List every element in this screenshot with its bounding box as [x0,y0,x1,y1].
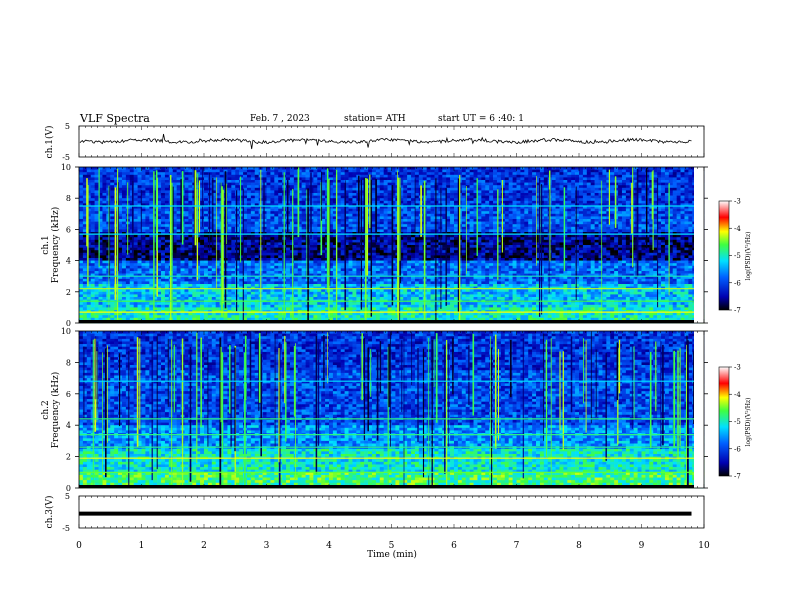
ch2-colorbar-tick: -4 [734,391,741,399]
date-label: Feb. 7 , 2023 [250,114,310,124]
ch3-ytick-top: 5 [65,492,70,501]
x-tick-label: 6 [451,541,457,551]
ch1-spectrogram-panel: 0 2 4 6 8 10 ch.1 Frequency (kHz) [41,163,708,328]
x-tick-label: 8 [576,541,582,551]
time-axis: 0 1 2 3 4 5 6 7 8 9 10 [76,126,710,551]
ch2-spectrogram-panel: 0 2 4 6 8 10 ch.2 Frequency (kHz) [41,327,708,493]
ch1-ylabel-frequency: Frequency (kHz) [50,207,61,284]
ch3-ylabel: ch.3(V) [44,496,55,529]
ch1-freq-ytick-label: 2 [66,288,71,297]
ch1-waveform-panel: 5 -5 ch.1(V) [44,122,705,162]
x-tick-label: 4 [326,541,332,551]
ch2-spectrogram-image [79,331,705,489]
ch2-colorbar-label: log(PSD)(V²/Hz) [745,398,752,447]
ch1-freq-ytick-label: 6 [66,225,71,234]
x-tick-label: 1 [139,541,145,551]
ch1-colorbar: -3 -4 -5 -6 -7 log(PSD)(V²/Hz) [718,198,752,315]
x-tick-label: 2 [201,541,207,551]
ch2-colorbar-tick: -6 [734,445,741,453]
ch2-freq-ytick-label: 6 [66,390,71,399]
station-label: station= ATH [344,114,406,124]
ch3-ytick-bottom: -5 [62,524,70,533]
ch1-ylabel-channel: ch.1 [41,235,51,254]
ch2-colorbar-tick: -7 [734,473,741,481]
ch2-freq-ytick-label: 10 [61,327,71,336]
ch1-ytick-bottom: -5 [62,153,70,162]
ch1-spectrogram-image [79,167,705,324]
ch1-colorbar-tick: -5 [734,252,741,260]
ch2-freq-ytick-label: 8 [66,358,71,367]
ch2-freq-ytick-label: 2 [66,453,71,462]
x-tick-label: 7 [514,541,520,551]
ch2-colorbar-tick: -5 [734,418,741,426]
ch2-freq-ytick-label: 0 [66,484,71,493]
ch2-colorbar-tick: -3 [734,364,741,372]
ch2-ylabel-channel: ch.2 [41,400,51,419]
ch1-freq-ytick-label: 8 [66,194,71,203]
ch1-trace [79,133,692,150]
ch1-colorbar-label: log(PSD)(V²/Hz) [745,232,752,281]
ch2-ylabel-frequency: Frequency (kHz) [50,372,61,449]
x-tick-label: 5 [389,541,395,551]
ch1-ylabel: ch.1(V) [44,126,55,159]
x-tick-label: 0 [76,541,82,551]
ch1-colorbar-tick: -4 [734,225,741,233]
start-time-label: start UT = 6 :40: 1 [438,114,524,124]
x-tick-label: 9 [639,541,645,551]
ch1-freq-ytick-label: 4 [66,257,71,266]
ch1-colorbar-tick: -7 [734,307,741,315]
ch1-colorbar-tick: -3 [734,198,741,206]
ch1-ytick-top: 5 [65,122,70,131]
ch1-freq-ytick-label: 0 [66,319,71,328]
x-axis-label: Time (min) [367,549,417,560]
ch1-colorbar-tick: -6 [734,279,741,287]
x-tick-label: 10 [698,541,710,551]
ch1-freq-ytick-label: 10 [61,163,71,172]
chart-title: VLF Spectra [80,112,150,125]
ch3-waveform-panel: 5 -5 ch.3(V) [44,492,705,533]
ch2-freq-ytick-label: 4 [66,421,71,430]
x-tick-label: 3 [264,541,270,551]
ch2-colorbar: -3 -4 -5 -6 -7 log(PSD)(V²/Hz) [718,364,752,481]
